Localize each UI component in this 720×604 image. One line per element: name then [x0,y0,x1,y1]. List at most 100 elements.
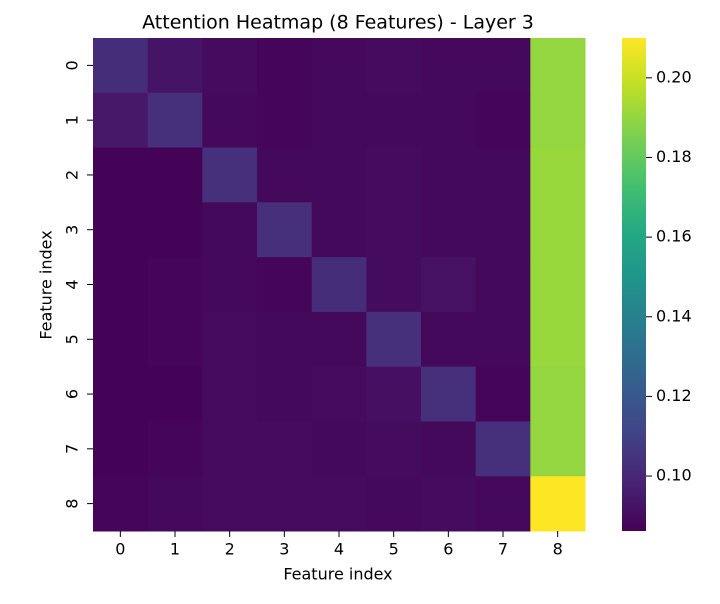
heatmap-cell [421,476,477,532]
x-axis-label: Feature index [283,565,392,584]
heatmap-cell [147,476,203,532]
heatmap-cell [311,202,367,258]
x-tick-label: 5 [389,540,399,559]
heatmap-cell [421,421,477,477]
heatmap-cell [257,476,313,532]
heatmap-cell [202,311,258,368]
heatmap-cell [530,38,586,94]
heatmap-cell [93,147,149,203]
heatmap-cell [147,311,203,368]
x-tick-label: 0 [115,540,125,559]
heatmap-cell [475,366,531,422]
chart-title: Attention Heatmap (8 Features) - Layer 3 [142,12,534,34]
heatmap-cell [311,38,367,94]
heatmap-cell [257,38,313,94]
y-tick-label: 7 [63,444,82,454]
y-tick-label: 1 [63,115,82,125]
heatmap-cell [475,257,531,313]
heatmap-cell [257,92,313,149]
heatmap-cell [421,311,477,368]
heatmap-cell [311,311,367,368]
heatmap-cell [147,92,203,149]
heatmap-cell [93,476,149,532]
x-tick-label: 4 [334,540,344,559]
heatmap-cell [530,311,586,368]
heatmap-cell [311,257,367,313]
heatmap-cell [366,257,422,313]
heatmap-cell [475,147,531,203]
heatmap-cell [147,38,203,94]
heatmap-cell [366,311,422,368]
heatmap-cell [530,421,586,477]
heatmap-cell [311,421,367,477]
heatmap-cell [202,366,258,422]
heatmap-cell [311,476,367,532]
heatmap-cell [257,147,313,203]
colorbar-tick-label: 0.12 [656,386,692,405]
heatmap-cell [366,147,422,203]
heatmap-cell [366,202,422,258]
heatmap-cell [202,257,258,313]
y-tick-label: 3 [63,225,82,235]
heatmap-cell [147,257,203,313]
heatmap-cell [147,421,203,477]
y-axis-label: Feature index [37,230,56,339]
colorbar-tick-label: 0.14 [656,306,692,325]
heatmap-cell [475,92,531,149]
heatmap-cell [366,421,422,477]
heatmap-cell [93,421,149,477]
heatmap-cell [93,257,149,313]
heatmap-cell [93,202,149,258]
colorbar-tick-label: 0.10 [656,466,692,485]
colorbar [622,38,646,531]
heatmap-cell [202,476,258,532]
colorbar-tick-label: 0.20 [656,67,692,86]
y-tick-label: 5 [63,334,82,344]
heatmap-cell [475,476,531,532]
heatmap-cell [93,311,149,368]
heatmap-cell [93,366,149,422]
heatmap-cell [421,38,477,94]
heatmap-cell [257,311,313,368]
heatmap-cell [93,38,149,94]
heatmap-cell [147,147,203,203]
colorbar-tick-label: 0.16 [656,227,692,246]
heatmap-cell [202,421,258,477]
heatmap-cell [202,92,258,149]
heatmap-cell [311,147,367,203]
heatmap-cell [475,311,531,368]
heatmap-cell [421,92,477,149]
heatmap-cell [475,421,531,477]
heatmap-cell [475,38,531,94]
heatmap-cell [257,202,313,258]
y-tick-label: 0 [63,60,82,70]
heatmap-cell [202,202,258,258]
x-tick-label: 1 [170,540,180,559]
heatmap-cell [530,476,586,532]
heatmap-cell [257,421,313,477]
heatmap-cell [366,38,422,94]
heatmap-cell [257,257,313,313]
heatmap-cell [421,147,477,203]
y-tick-label: 6 [63,389,82,399]
y-tick-label: 2 [63,170,82,180]
heatmap-cell [421,366,477,422]
x-tick-label: 6 [443,540,453,559]
x-tick-label: 2 [225,540,235,559]
heatmap-cell [311,366,367,422]
heatmap-cell [202,38,258,94]
heatmap-cell [421,257,477,313]
x-tick-label: 8 [553,540,563,559]
y-tick-label: 8 [63,499,82,509]
x-tick-label: 3 [279,540,289,559]
heatmap-cell [366,476,422,532]
heatmap-cell [93,92,149,149]
heatmap-cell [311,92,367,149]
colorbar-tick-label: 0.18 [656,147,692,166]
heatmap-cell [147,366,203,422]
heatmap-cell [530,257,586,313]
heatmap-cell [147,202,203,258]
heatmap-cell [530,147,586,203]
heatmap-cell [421,202,477,258]
heatmap-cell [366,366,422,422]
